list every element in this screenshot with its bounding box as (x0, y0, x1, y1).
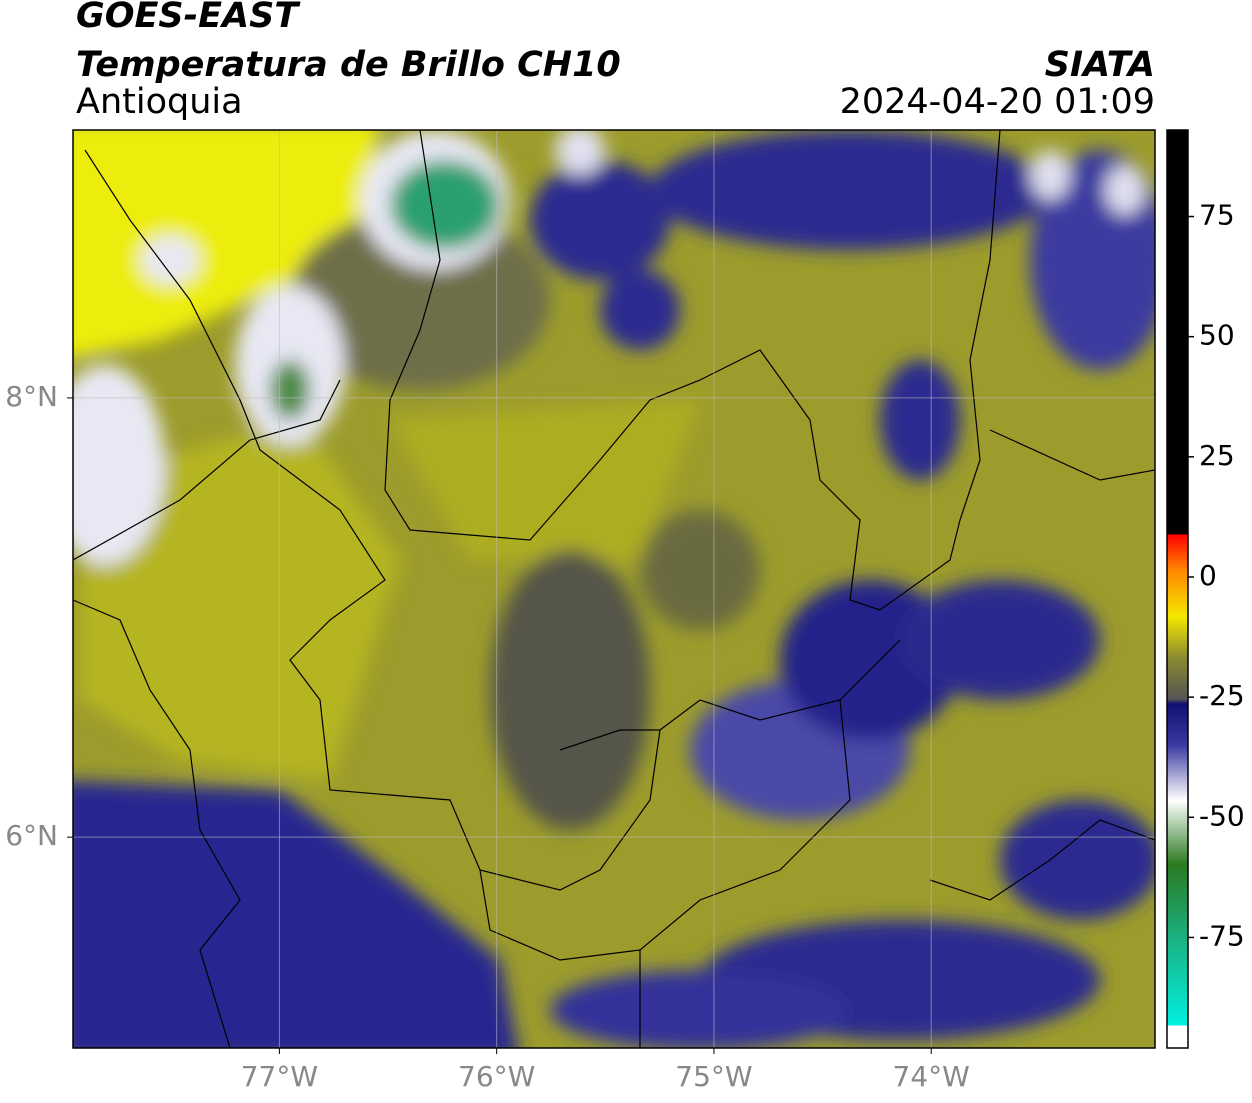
lon-tick-label: 74°W (893, 1060, 970, 1093)
lon-tick-label: 77°W (241, 1060, 318, 1093)
lon-tick-label: 76°W (458, 1060, 535, 1093)
lat-tick-label: 8°N (5, 380, 58, 413)
graticule (73, 130, 1155, 1048)
colorbar-tick-label: -75 (1199, 919, 1245, 952)
colorbar-tick-label: -50 (1199, 799, 1245, 832)
timestamp: 2024-04-20 01:09 (840, 82, 1155, 122)
source: SIATA (1045, 45, 1155, 85)
colorbar-tick-label: 50 (1199, 319, 1235, 352)
colorbar-tick-label: 25 (1199, 439, 1235, 472)
map-frame (72, 129, 1156, 1049)
colorbar-tick-label: 0 (1199, 559, 1217, 592)
region: Antioquia (76, 82, 243, 122)
subtitle: Temperatura de Brillo CH10 (76, 45, 621, 85)
colorbar-tick-label: -25 (1199, 679, 1245, 712)
lon-tick-label: 75°W (675, 1060, 752, 1093)
satellite-image (73, 130, 1155, 1048)
colorbar (1166, 129, 1189, 1049)
colorbar-tick-label: 75 (1199, 199, 1235, 232)
title: GOES-EAST (76, 0, 301, 36)
lat-tick-label: 6°N (5, 819, 58, 852)
